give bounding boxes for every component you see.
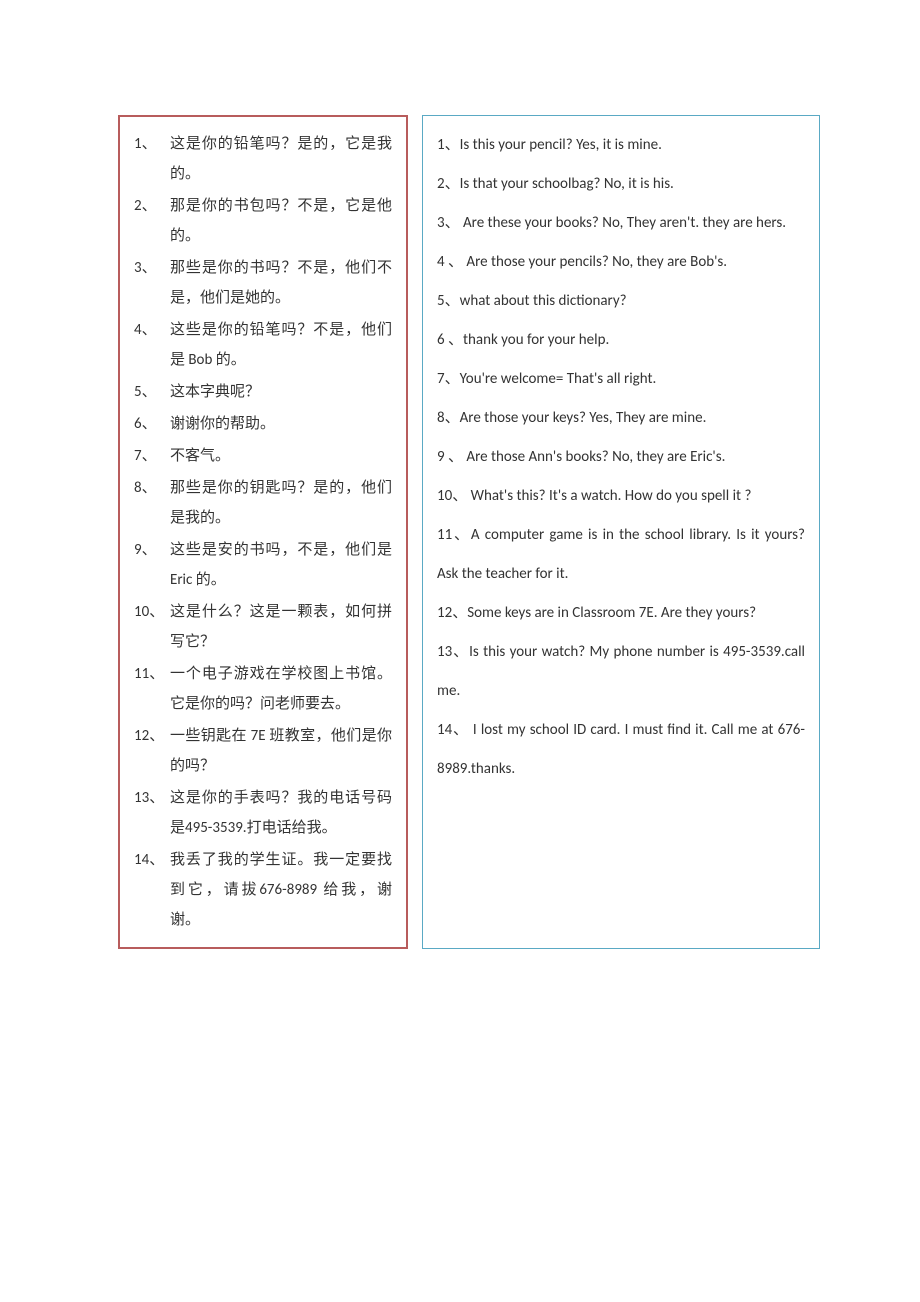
item-number: 11、 bbox=[134, 659, 170, 689]
item-number: 12、 bbox=[134, 721, 170, 751]
list-item: 11、 一个电子游戏在学校图上书馆。它是你的吗？问老师要去。 bbox=[134, 659, 392, 719]
list-item: 1、 这是你的铅笔吗？是的，它是我的。 bbox=[134, 129, 392, 189]
item-text: 这些是你的铅笔吗？不是，他们是 Bob 的。 bbox=[170, 315, 392, 375]
item-text: 我丢了我的学生证。我一定要找到它，请拔676-8989 给我，谢谢。 bbox=[170, 845, 392, 935]
item-number: 10、 bbox=[134, 597, 170, 627]
item-text: 不客气。 bbox=[170, 441, 392, 471]
item-number: 13、 bbox=[134, 783, 170, 813]
list-item: 8、 那些是你的钥匙吗？是的，他们是我的。 bbox=[134, 473, 392, 533]
item-number: 2、 bbox=[134, 191, 170, 221]
item-number: 9、 bbox=[134, 535, 170, 565]
list-item: 14、 I lost my school ID card. I must fin… bbox=[437, 711, 805, 789]
list-item: 6、 谢谢你的帮助。 bbox=[134, 409, 392, 439]
list-item: 9、 这些是安的书吗，不是，他们是 Eric 的。 bbox=[134, 535, 392, 595]
list-item: 11、A computer game is in the school libr… bbox=[437, 516, 805, 594]
list-item: 7、 不客气。 bbox=[134, 441, 392, 471]
list-item: 13、Is this your watch? My phone number i… bbox=[437, 633, 805, 711]
list-item: 1、Is this your pencil? Yes, it is mine. bbox=[437, 126, 805, 165]
item-text: 这些是安的书吗，不是，他们是 Eric 的。 bbox=[170, 535, 392, 595]
item-number: 14、 bbox=[134, 845, 170, 875]
item-text: 那些是你的书吗？不是，他们不是，他们是她的。 bbox=[170, 253, 392, 313]
list-item: 3、 Are these your books? No, They aren't… bbox=[437, 204, 805, 243]
page-container: 1、 这是你的铅笔吗？是的，它是我的。 2、 那是你的书包吗？不是，它是他的。 … bbox=[0, 0, 920, 989]
list-item: 12、Some keys are in Classroom 7E. Are th… bbox=[437, 594, 805, 633]
list-item: 4 、 Are those your pencils? No, they are… bbox=[437, 243, 805, 282]
list-item: 14、 我丢了我的学生证。我一定要找到它，请拔676-8989 给我，谢谢。 bbox=[134, 845, 392, 935]
list-item: 10、 这是什么？这是一颗表，如何拼写它？ bbox=[134, 597, 392, 657]
list-item: 6 、thank you for your help. bbox=[437, 321, 805, 360]
list-item: 4、 这些是你的铅笔吗？不是，他们是 Bob 的。 bbox=[134, 315, 392, 375]
item-text: 一些钥匙在 7E 班教室，他们是你的吗？ bbox=[170, 721, 392, 781]
item-text: 谢谢你的帮助。 bbox=[170, 409, 392, 439]
english-column: 1、Is this your pencil? Yes, it is mine. … bbox=[422, 115, 820, 949]
list-item: 2、 那是你的书包吗？不是，它是他的。 bbox=[134, 191, 392, 251]
item-number: 1、 bbox=[134, 129, 170, 159]
item-text: 这是你的铅笔吗？是的，它是我的。 bbox=[170, 129, 392, 189]
item-text: 这是什么？这是一颗表，如何拼写它？ bbox=[170, 597, 392, 657]
item-text: 那些是你的钥匙吗？是的，他们是我的。 bbox=[170, 473, 392, 533]
chinese-column: 1、 这是你的铅笔吗？是的，它是我的。 2、 那是你的书包吗？不是，它是他的。 … bbox=[118, 115, 408, 949]
list-item: 5、 这本字典呢？ bbox=[134, 377, 392, 407]
list-item: 12、 一些钥匙在 7E 班教室，他们是你的吗？ bbox=[134, 721, 392, 781]
list-item: 3、 那些是你的书吗？不是，他们不是，他们是她的。 bbox=[134, 253, 392, 313]
item-number: 4、 bbox=[134, 315, 170, 345]
item-number: 5、 bbox=[134, 377, 170, 407]
item-text: 一个电子游戏在学校图上书馆。它是你的吗？问老师要去。 bbox=[170, 659, 392, 719]
item-text: 这本字典呢？ bbox=[170, 377, 392, 407]
item-number: 3、 bbox=[134, 253, 170, 283]
list-item: 10、 What's this? It's a watch. How do yo… bbox=[437, 477, 805, 516]
list-item: 7、You're welcome= That's all right. bbox=[437, 360, 805, 399]
list-item: 9 、 Are those Ann's books? No, they are … bbox=[437, 438, 805, 477]
item-text: 那是你的书包吗？不是，它是他的。 bbox=[170, 191, 392, 251]
item-number: 7、 bbox=[134, 441, 170, 471]
list-item: 5、what about this dictionary? bbox=[437, 282, 805, 321]
item-number: 8、 bbox=[134, 473, 170, 503]
list-item: 8、Are those your keys? Yes, They are min… bbox=[437, 399, 805, 438]
list-item: 13、 这是你的手表吗？我的电话号码是495-3539.打电话给我。 bbox=[134, 783, 392, 843]
list-item: 2、Is that your schoolbag? No, it is his. bbox=[437, 165, 805, 204]
item-number: 6、 bbox=[134, 409, 170, 439]
item-text: 这是你的手表吗？我的电话号码是495-3539.打电话给我。 bbox=[170, 783, 392, 843]
